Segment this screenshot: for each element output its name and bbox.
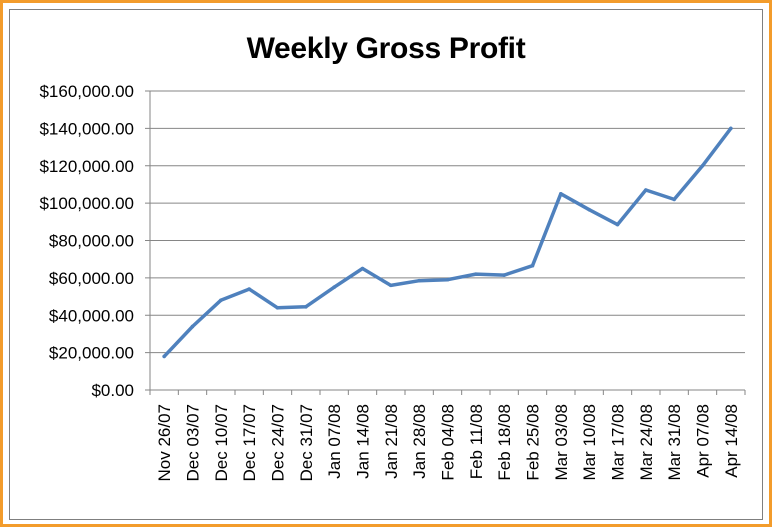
data-point (162, 354, 166, 359)
y-tick-label: $100,000.00 (39, 194, 134, 213)
x-tick-label: Jan 21/08 (382, 404, 401, 479)
data-point (530, 263, 535, 268)
x-tick-label: Feb 11/08 (467, 404, 486, 479)
y-tick-label: $0.00 (91, 381, 134, 400)
x-tick-label: Jan 14/08 (354, 404, 373, 479)
data-point (275, 305, 280, 310)
data-point (360, 266, 365, 271)
x-tick-label: Feb 18/08 (495, 404, 514, 481)
data-point (559, 191, 563, 196)
data-point (729, 126, 733, 131)
x-tick-label: Dec 03/07 (184, 404, 203, 482)
x-tick-label: Feb 04/08 (439, 404, 458, 481)
x-tick-label: Mar 03/08 (552, 404, 571, 481)
chart-area: Weekly Gross Profit (9, 9, 763, 520)
data-point (417, 278, 421, 283)
x-tick-label: Nov 26/07 (155, 404, 174, 482)
x-tick-label: Jan 28/08 (410, 404, 429, 479)
data-point (474, 272, 478, 276)
y-tick-label: $160,000.00 (39, 82, 134, 101)
data-point (672, 197, 676, 202)
data-point (190, 324, 195, 329)
x-tick-label: Dec 31/07 (297, 404, 316, 482)
x-tick-label: Dec 17/07 (240, 404, 259, 482)
x-tick-label: Mar 10/08 (580, 404, 599, 481)
y-tick-label: $80,000.00 (49, 232, 134, 251)
x-tick-label: Dec 24/07 (269, 404, 288, 482)
x-tick-label: Mar 24/08 (637, 404, 656, 481)
x-tick-label: Mar 31/08 (665, 404, 684, 481)
data-point (332, 285, 336, 290)
x-tick-label: Feb 25/08 (524, 404, 543, 481)
data-point (615, 222, 620, 227)
x-tick-label: Dec 10/07 (212, 404, 231, 482)
chart-title: Weekly Gross Profit (246, 32, 526, 65)
data-point (700, 163, 705, 168)
x-tick-label: Apr 14/08 (722, 404, 741, 478)
data-point (644, 188, 648, 192)
y-tick-label: $60,000.00 (49, 269, 134, 288)
x-tick-label: Jan 07/08 (325, 404, 344, 479)
y-tick-label: $120,000.00 (39, 157, 134, 176)
data-point (445, 277, 450, 282)
y-tick-label: $40,000.00 (49, 306, 134, 325)
data-point (389, 283, 393, 288)
x-tick-label: Apr 07/08 (694, 404, 713, 478)
y-tick-label: $20,000.00 (49, 344, 134, 363)
x-tick-label: Mar 17/08 (609, 404, 628, 481)
data-point (502, 273, 506, 277)
data-point (247, 287, 251, 291)
data-point (587, 207, 591, 212)
data-point (219, 298, 223, 303)
y-tick-label: $140,000.00 (39, 119, 134, 138)
data-point (304, 305, 308, 309)
series-line (162, 126, 733, 359)
